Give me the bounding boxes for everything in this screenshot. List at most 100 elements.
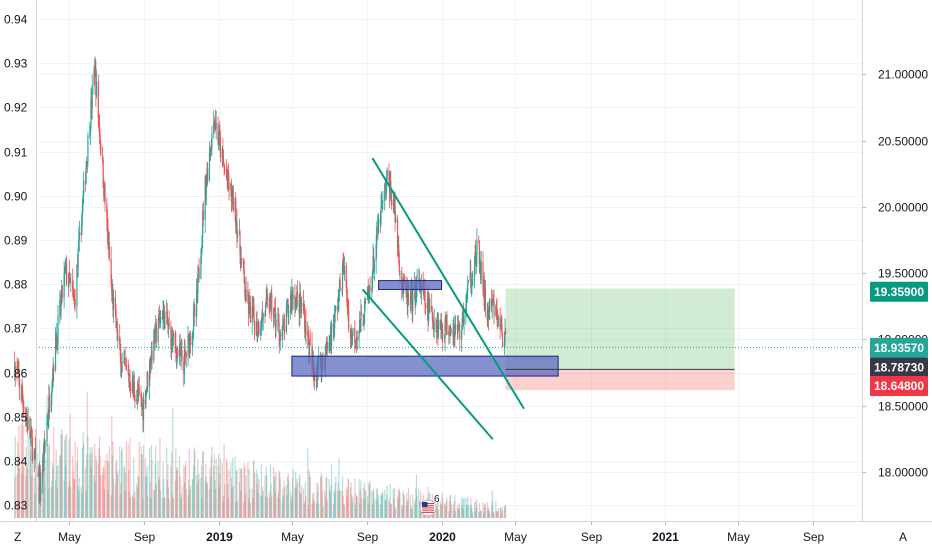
volume-bar <box>446 498 448 518</box>
volume-bar <box>101 474 104 518</box>
volume-bar <box>170 466 172 518</box>
candle-body <box>59 300 62 311</box>
candle-body <box>461 317 463 331</box>
candle-body <box>308 338 310 355</box>
volume-bar <box>448 501 451 518</box>
volume-bar <box>86 454 88 518</box>
candle-body <box>279 332 281 342</box>
volume-bar <box>136 487 138 518</box>
volume-bar <box>86 391 88 518</box>
candle-body <box>292 294 294 299</box>
candle-body <box>385 184 387 194</box>
candle-body <box>398 244 400 260</box>
volume-bar <box>211 447 213 518</box>
volume-bar <box>501 506 503 518</box>
volume-bar <box>119 494 121 518</box>
volume-bar <box>210 456 212 518</box>
flag-stripe <box>422 503 434 505</box>
candle-body <box>484 289 486 307</box>
candle-body <box>239 253 242 268</box>
demand-zone[interactable] <box>291 355 559 377</box>
volume-bar <box>217 465 219 518</box>
candle-body <box>354 340 356 343</box>
candle-body <box>496 309 498 321</box>
volume-bar <box>439 500 441 518</box>
volume-bar <box>287 476 289 518</box>
volume-bar <box>495 511 498 518</box>
candle-body <box>500 322 502 329</box>
candle-body <box>269 295 272 310</box>
volume-bar <box>230 462 232 518</box>
volume-bar <box>151 460 153 518</box>
supply-zone[interactable] <box>378 280 442 290</box>
volume-bar <box>17 442 19 518</box>
candle-body <box>38 472 40 492</box>
trendline[interactable] <box>361 288 494 440</box>
candle-body <box>112 292 114 310</box>
loss-zone[interactable] <box>505 369 735 391</box>
volume-bar <box>29 420 31 518</box>
candle-body <box>462 307 464 318</box>
candle-body <box>367 287 369 298</box>
volume-bar <box>50 486 52 518</box>
candle-body <box>359 319 361 331</box>
volume-bar <box>291 477 294 518</box>
candle-body <box>285 305 287 333</box>
volume-bars <box>14 370 507 518</box>
volume-bar <box>480 510 482 518</box>
candle-body <box>127 368 129 374</box>
volume-bar <box>487 509 489 518</box>
candle-body <box>368 292 370 298</box>
candle-body <box>153 329 156 344</box>
zoom-toggle-button[interactable]: Z <box>14 530 21 544</box>
price-tag-label: 19.35900 <box>874 285 924 299</box>
volume-bar <box>384 499 386 518</box>
volume-bar <box>290 491 292 518</box>
candle-body <box>307 331 309 336</box>
candle-body <box>381 204 383 206</box>
volume-bar <box>484 504 487 518</box>
volume-bar <box>65 465 67 518</box>
candle-body <box>90 99 92 128</box>
candle-body <box>277 320 279 321</box>
candle-body <box>304 311 306 332</box>
candle-body <box>270 294 272 296</box>
candle-body <box>467 282 469 290</box>
volume-bar <box>449 495 451 518</box>
candle-body <box>89 127 91 136</box>
candle-body <box>188 334 190 353</box>
flag-stripe <box>422 505 434 507</box>
candle-body <box>439 319 441 330</box>
volume-bar <box>43 460 46 518</box>
volume-bar <box>232 457 234 518</box>
volume-bar <box>269 464 272 518</box>
candle-body <box>254 321 256 336</box>
volume-bar <box>362 487 364 518</box>
candle-body <box>73 296 76 299</box>
volume-bar <box>175 448 177 518</box>
auto-scale-button[interactable]: A <box>899 530 907 544</box>
volume-bar <box>308 469 310 518</box>
volume-bar <box>219 473 221 518</box>
volume-bar <box>312 500 314 518</box>
volume-bar <box>448 511 450 518</box>
volume-bar <box>492 501 494 518</box>
candle-body <box>493 300 495 316</box>
candle-body <box>287 303 289 305</box>
candle-body <box>236 232 239 238</box>
candle-body <box>415 284 418 301</box>
candle-body <box>243 259 245 271</box>
volume-bar <box>60 434 62 518</box>
candle-body <box>341 263 344 291</box>
volume-bar <box>114 485 117 518</box>
candle-body <box>497 320 499 326</box>
volume-bar <box>112 478 115 518</box>
volume-bar <box>341 476 344 518</box>
trendline[interactable] <box>371 157 525 410</box>
volume-bar <box>313 501 316 518</box>
candle-body <box>384 184 386 201</box>
volume-bar <box>305 496 307 518</box>
volume-bar <box>176 467 178 518</box>
volume-bar <box>409 494 411 518</box>
